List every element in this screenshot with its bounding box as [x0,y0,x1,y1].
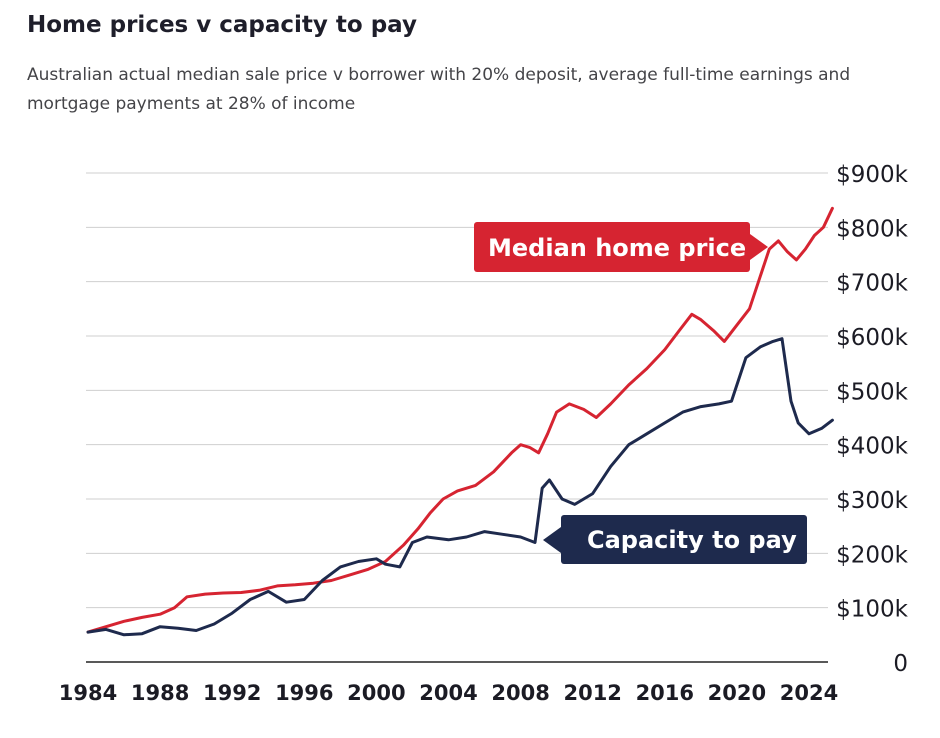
x-tick-label: 1988 [131,681,189,705]
y-tick-label: $400k [836,434,909,460]
median-callout-label: Median home price [488,234,746,262]
median-home-price-line [86,206,834,634]
x-tick-label: 2004 [419,681,477,705]
chart-title: Home prices v capacity to pay [27,12,417,38]
grid-layer [86,172,828,609]
x-tick-label: 2012 [563,681,621,705]
x-tick-label: 2020 [708,681,766,705]
capacity-to-pay-callout: Capacity to pay [543,515,807,564]
y-tick-label: $200k [836,542,909,568]
y-tick-label: $500k [836,379,909,405]
y-tick-label: 0 [893,651,908,677]
chart-subtitle: Australian actual median sale price v bo… [27,65,851,114]
y-tick-label: $100k [836,597,909,623]
x-tick-label: 2008 [491,681,549,705]
y-tick-label: $900k [836,162,909,188]
capacity-callout-label: Capacity to pay [587,526,797,554]
y-tick-labels: 0 $100k $200k $300k $400k $500k $600k $700k $800… [836,162,909,677]
median-home-price-callout: Median home price [474,222,768,272]
y-tick-label: $300k [836,488,909,514]
x-tick-labels: 1984 1988 1992 1996 2000 2004 2008 2012 2016 2020… [59,681,838,705]
y-tick-label: $700k [836,271,909,297]
series-layer [86,206,834,637]
y-tick-label: $600k [836,325,909,351]
x-tick-label: 1984 [59,681,117,705]
x-tick-label: 1992 [203,681,261,705]
median-callout-pointer [750,234,768,260]
capacity-callout-box [561,515,807,564]
y-tick-label: $800k [836,216,909,242]
x-tick-label: 2016 [636,681,694,705]
median-callout-box [474,222,750,272]
x-tick-label: 1996 [275,681,333,705]
x-tick-label: 2024 [780,681,838,705]
capacity-to-pay-line [86,337,834,637]
x-tick-label: 2000 [347,681,405,705]
capacity-callout-pointer [543,527,561,553]
